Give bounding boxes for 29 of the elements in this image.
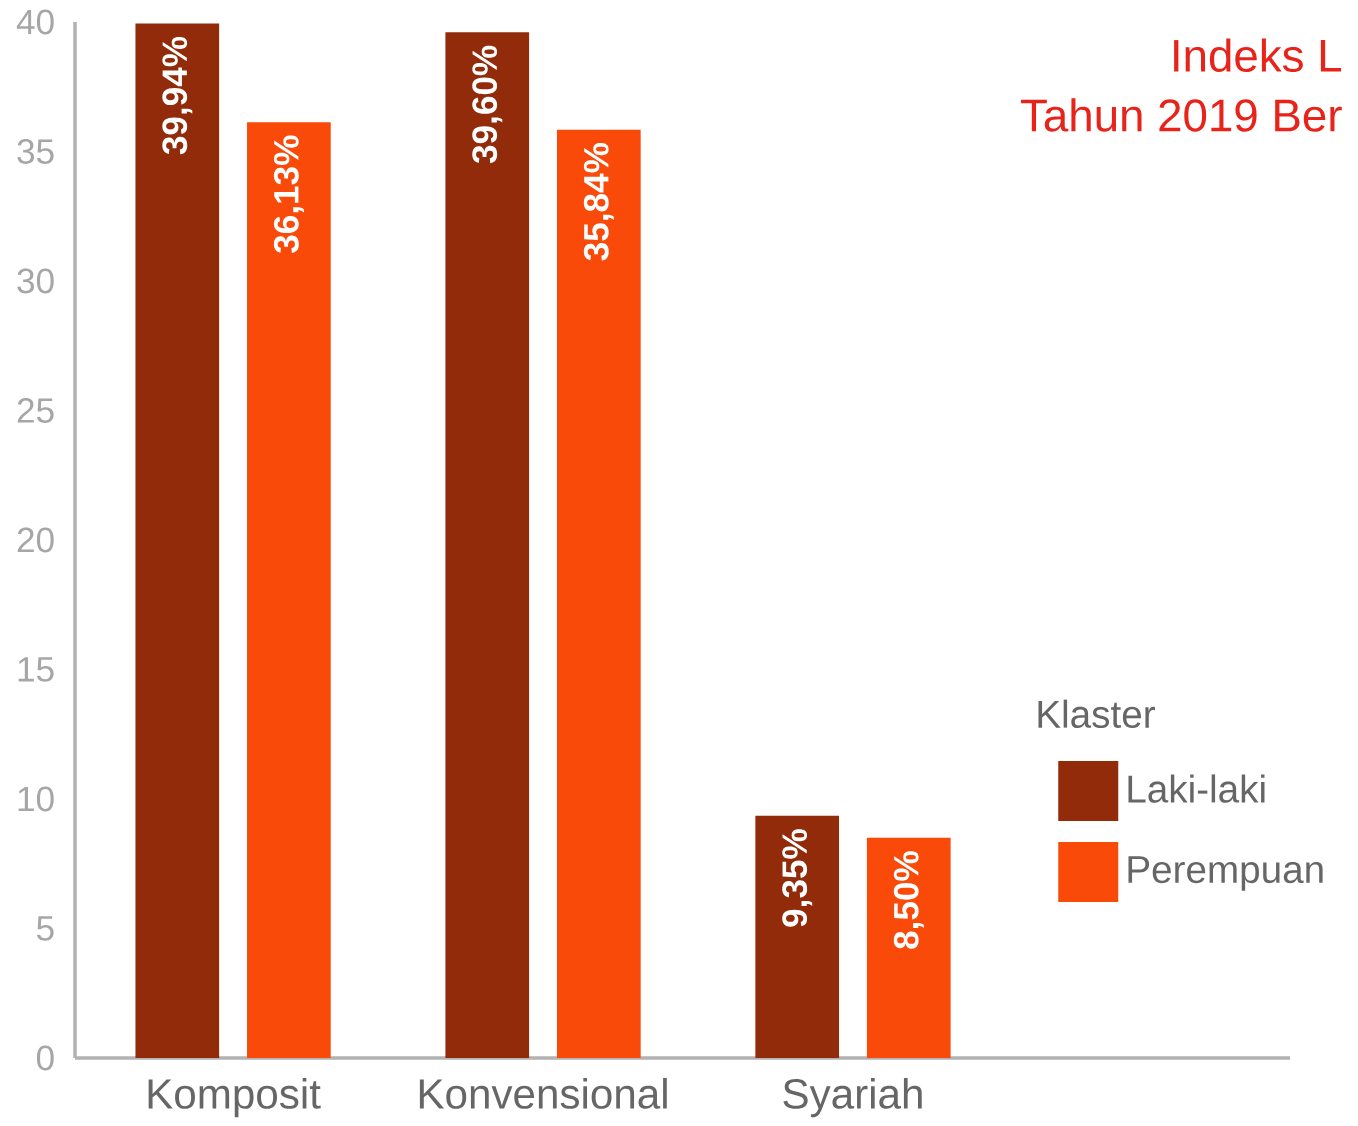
x-tick-label: Konvensional: [419, 1077, 667, 1109]
data-label: 9,35%: [782, 829, 813, 927]
legend-label: Laki-laki: [1128, 774, 1265, 803]
data-label: 36,13%: [273, 135, 304, 254]
bar: [445, 32, 530, 1059]
y-tick-label: 10: [18, 786, 54, 812]
y-tick-label: 20: [17, 527, 54, 553]
y-tick-label: 25: [17, 398, 54, 423]
y-tick-label: 0: [36, 1045, 54, 1071]
y-tick-label: 30: [17, 268, 54, 294]
bar: [755, 815, 840, 1059]
text: Indeks L: [1174, 38, 1342, 72]
legend-label: Perempuan: [1128, 856, 1323, 891]
y-tick-label: 40: [16, 9, 54, 35]
data-label: 35,84%: [583, 143, 614, 261]
bar: [866, 837, 951, 1059]
bar: [135, 23, 220, 1059]
data-label: 39,60%: [472, 45, 503, 164]
y-tick-label: 5: [36, 916, 54, 941]
bar: [556, 129, 641, 1059]
x-tick-label: Komposit: [148, 1077, 321, 1118]
data-label: 39,94%: [162, 36, 193, 155]
bar: [247, 122, 331, 1059]
y-tick-label: 35: [17, 139, 54, 164]
x-tick-label: Syariah: [783, 1077, 922, 1118]
data-label: 8,50%: [893, 851, 924, 949]
legend-title: Klaster: [1038, 699, 1155, 729]
text: Tahun 2019 Ber: [1021, 98, 1342, 132]
y-tick-label: 15: [18, 657, 54, 682]
